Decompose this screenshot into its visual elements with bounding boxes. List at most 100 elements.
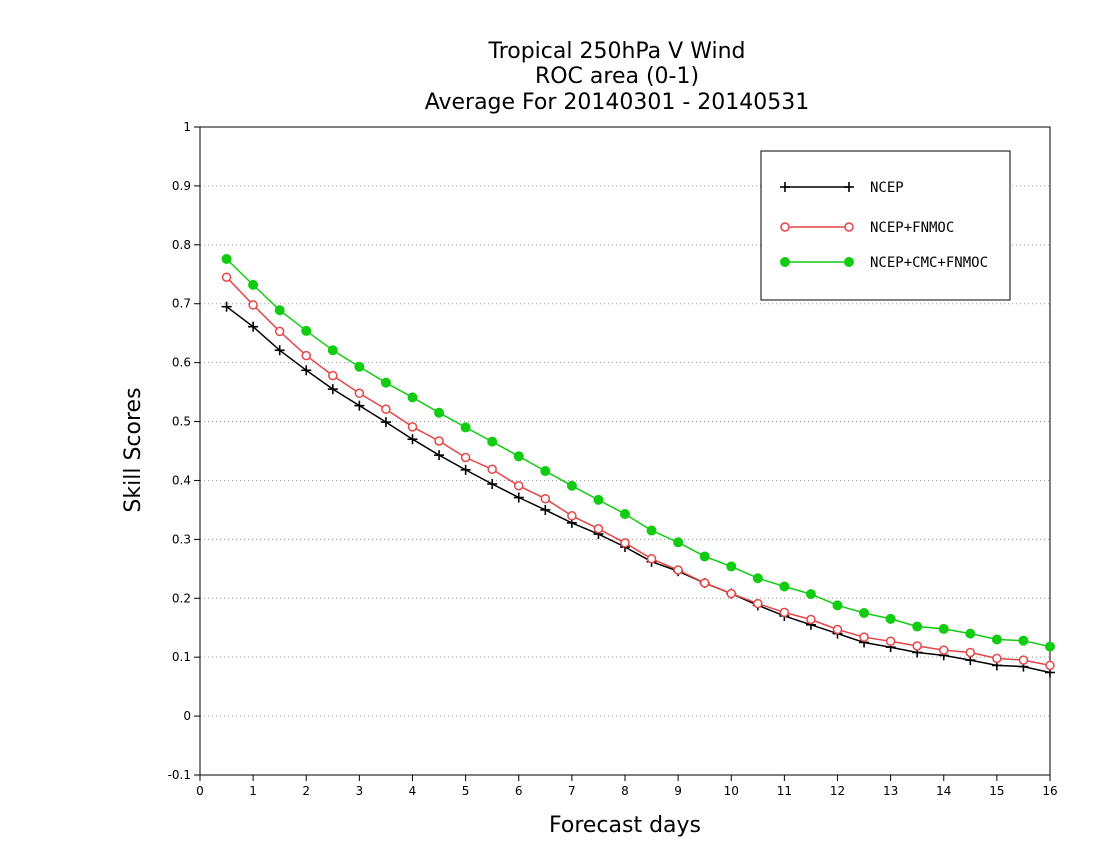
data-point [407,392,418,403]
data-point [779,581,790,592]
data-point [221,272,232,282]
data-point [540,504,551,515]
data-point [221,253,232,264]
legend: NCEP NCEP+FNMOC NCEP+CMC+FNMOC [760,150,1011,301]
title-line-1: Tropical 250hPa V Wind [487,39,745,64]
y-tick-label: 0.9 [172,179,191,193]
y-tick-label: 0.5 [172,415,191,429]
data-point [844,257,854,267]
data-point [460,422,471,433]
data-point [832,624,843,635]
y-tick-label: 0.4 [172,473,191,487]
x-axis: 0 1 2 3 4 5 6 7 8 9 10 11 12 13 14 15 16 [196,775,1058,798]
data-point [673,565,683,575]
data-point [566,480,577,491]
title-line-2: ROC area (0-1) [535,64,699,89]
y-axis-label: Skill Scores [121,387,146,512]
data-point [646,525,657,536]
data-point [487,436,498,447]
data-point [753,598,763,609]
data-point [540,493,551,504]
data-point [646,554,657,564]
data-point [912,621,923,632]
data-point [938,623,949,634]
x-tick-label: 9 [674,784,682,798]
series-line [226,306,1051,674]
data-point [752,573,763,584]
x-tick-label: 1 [249,784,257,798]
data-point [593,524,604,534]
data-point [726,561,737,572]
data-point [965,628,976,639]
data-point [1045,641,1055,652]
data-point [992,653,1002,664]
x-tick-label: 14 [936,784,951,798]
legend-label: NCEP+CMC+FNMOC [870,255,988,271]
data-point [248,279,259,290]
data-point [806,614,816,625]
legend-label: NCEP+FNMOC [870,220,954,236]
data-point [965,647,976,658]
legend-entry: NCEP+FNMOC [780,220,954,236]
data-point [912,641,922,651]
legend-entry: NCEP [780,180,904,196]
data-point [434,450,445,461]
data-point [354,400,365,411]
data-point [844,222,854,232]
data-point [1018,635,1029,646]
legend-box [760,150,1011,301]
series-line [226,258,1051,648]
data-point [327,345,338,356]
y-tick-label: 0.6 [172,356,191,370]
data-point [699,578,710,588]
data-point [859,608,870,618]
y-tick-label: 0.3 [172,532,191,546]
data-point [274,305,285,316]
data-point [248,321,259,332]
data-point [487,464,497,475]
data-point [487,478,498,489]
x-tick-label: 12 [830,784,845,798]
legend-label: NCEP [870,180,904,196]
data-point [726,588,736,599]
data-point [301,365,312,376]
title-line-3: Average For 20140301 - 20140531 [425,90,810,115]
data-point [540,466,551,477]
data-point [567,511,577,521]
x-tick-label: 4 [409,784,417,798]
data-point [885,636,896,647]
data-point [274,345,285,356]
data-point [885,613,896,624]
data-point [805,589,816,600]
data-point [434,407,445,418]
data-point [844,182,854,192]
y-tick-label: -0.1 [168,768,191,782]
x-tick-label: 8 [621,784,629,798]
series-ncep-cmc-fnmoc [221,253,1055,652]
data-point [780,222,790,232]
chart-title: Tropical 250hPa V Wind ROC area (0-1) Av… [425,39,810,115]
data-point [780,257,790,267]
x-tick-label: 6 [515,784,523,798]
data-point [673,537,684,548]
data-point [939,645,949,655]
y-tick-label: 0 [183,709,191,723]
data-point [593,494,604,505]
data-point [434,436,444,446]
data-point [301,350,311,361]
data-point [380,377,391,388]
y-tick-label: 0.7 [172,297,191,311]
data-point [460,452,471,463]
data-point [381,404,391,414]
x-tick-label: 16 [1042,784,1057,798]
data-point [407,434,418,445]
series-ncep-fnmoc [221,272,1055,671]
data-point [354,361,365,372]
x-tick-label: 10 [724,784,739,798]
x-tick-label: 5 [462,784,470,798]
legend-entry: NCEP+CMC+FNMOC [780,255,988,271]
data-point [274,326,285,337]
data-point [407,422,418,432]
x-tick-label: 11 [777,784,792,798]
